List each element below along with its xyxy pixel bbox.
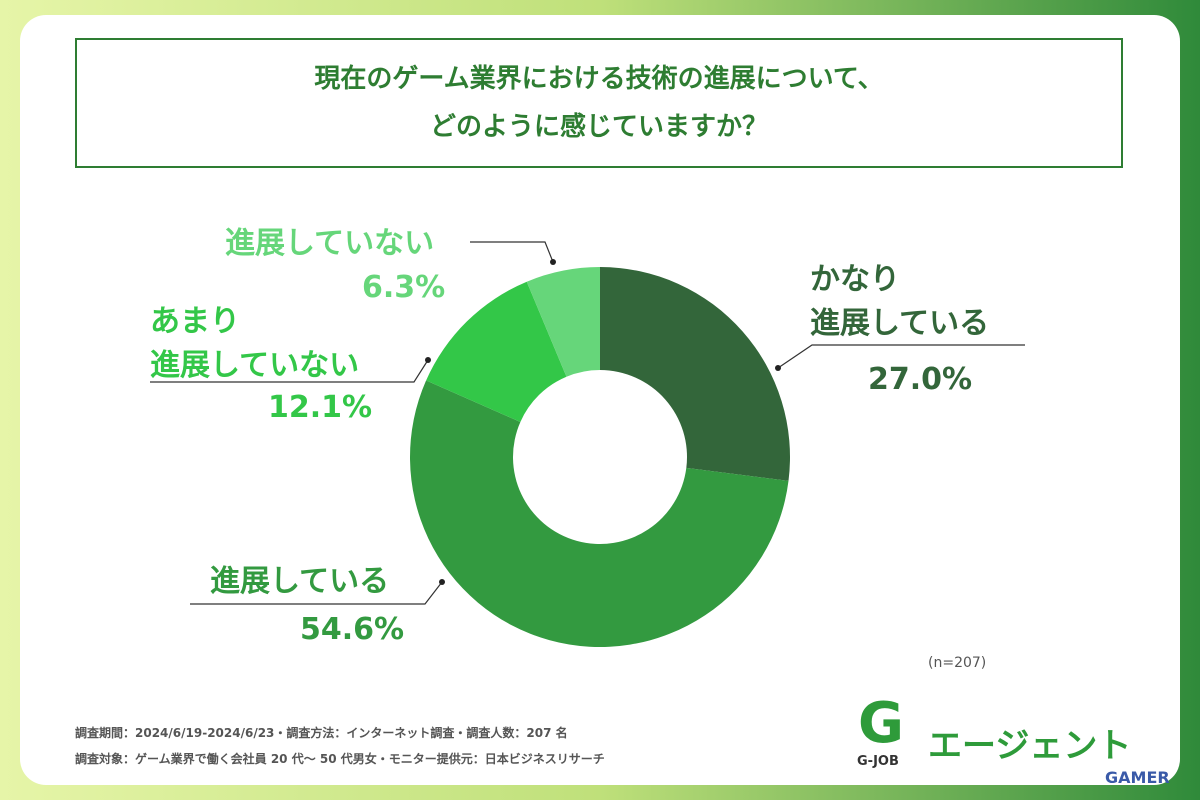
slice-label: かなり 進展している bbox=[810, 262, 990, 341]
leader-dot bbox=[439, 579, 445, 585]
footer-line: 調査対象：ゲーム業界で働く会社員 20 代〜 50 代男女・モニター提供元：日本… bbox=[75, 752, 605, 766]
sample-note: (n=207) bbox=[928, 655, 987, 671]
watermark: GAMER bbox=[1105, 768, 1170, 787]
leader-line bbox=[777, 344, 1025, 369]
slice-label: 進展していない bbox=[225, 226, 435, 261]
leader-dot bbox=[550, 259, 556, 265]
donut-slice bbox=[526, 267, 600, 377]
value-label: 54.6% bbox=[300, 612, 405, 647]
value-label: 12.1% bbox=[268, 390, 373, 425]
value-label: 27.0% bbox=[868, 362, 973, 397]
leader-dot bbox=[775, 365, 781, 371]
title-box: 現在のゲーム業界における技術の進展について、 どのように感じていますか？ bbox=[75, 38, 1123, 168]
leader-dot bbox=[425, 357, 431, 363]
logo-text: エージェント bbox=[928, 726, 1132, 766]
logo-caption: G-JOB bbox=[857, 754, 899, 769]
donut-slice bbox=[600, 267, 790, 481]
footer-line: 調査期間：2024/6/19-2024/6/23・調査方法：インターネット調査・… bbox=[75, 726, 568, 740]
slice-label: 進展している bbox=[210, 564, 390, 599]
card bbox=[20, 15, 1180, 785]
leader-line bbox=[150, 359, 429, 383]
chart-title: 現在のゲーム業界における技術の進展について、 どのように感じていますか？ bbox=[314, 64, 884, 142]
donut-slice bbox=[410, 380, 789, 647]
donut-slice bbox=[426, 281, 567, 422]
leader-line bbox=[470, 241, 554, 263]
leader-line bbox=[190, 581, 443, 605]
slice-label: あまり 進展していない bbox=[150, 304, 360, 383]
logo-mark: G bbox=[858, 691, 904, 756]
value-label: 6.3% bbox=[362, 270, 446, 305]
